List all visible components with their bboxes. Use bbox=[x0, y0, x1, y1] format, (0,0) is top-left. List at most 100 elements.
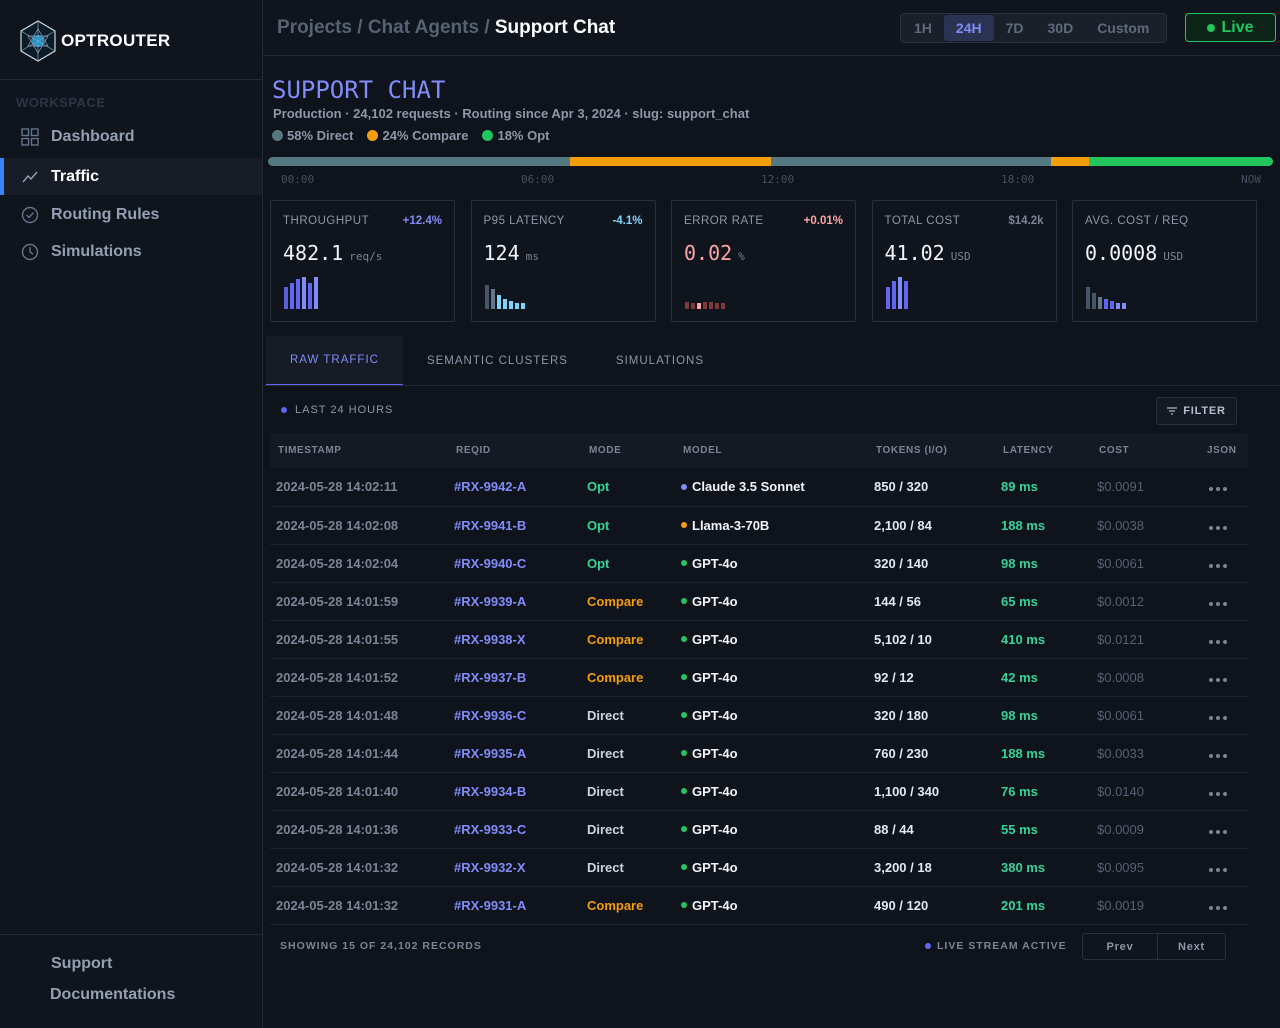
menu-dot bbox=[1209, 867, 1213, 872]
json-menu[interactable] bbox=[1209, 791, 1227, 796]
menu-dot bbox=[1223, 753, 1227, 758]
request-id[interactable]: #RX-9941-B bbox=[448, 506, 581, 545]
json-cell bbox=[1199, 582, 1248, 621]
crumb[interactable]: Projects bbox=[277, 17, 352, 38]
table-row: 2024-05-28 14:01:40 #RX-9934-B Direct GPT-4… bbox=[270, 772, 1248, 811]
model: GPT-4o bbox=[692, 669, 738, 685]
table-row: 2024-05-28 14:02:04 #RX-9940-C Opt GPT-4o 32… bbox=[270, 544, 1248, 583]
spark-bar bbox=[885, 287, 890, 309]
sparkline bbox=[685, 275, 725, 309]
footer-link[interactable]: Documentations bbox=[50, 986, 176, 1003]
nav-item[interactable]: Dashboard bbox=[0, 118, 262, 155]
range-option[interactable]: 7D bbox=[1005, 20, 1024, 36]
spark-bar bbox=[490, 289, 495, 309]
request-id[interactable]: #RX-9942-A bbox=[448, 468, 581, 507]
table-row: 2024-05-28 14:02:08 #RX-9941-B Opt Llama-3-… bbox=[270, 506, 1248, 545]
json-menu[interactable] bbox=[1209, 639, 1227, 644]
mode: Compare bbox=[581, 886, 675, 925]
live-button[interactable]: Live bbox=[1185, 13, 1276, 42]
request-id[interactable]: #RX-9939-A bbox=[448, 582, 581, 621]
nav-item[interactable]: Simulations bbox=[0, 233, 262, 270]
next-button[interactable]: Next bbox=[1157, 933, 1226, 960]
menu-dot bbox=[1216, 525, 1220, 530]
json-menu[interactable] bbox=[1209, 867, 1227, 872]
spark-bar bbox=[496, 295, 501, 309]
spark-bar bbox=[709, 302, 713, 309]
range-option[interactable]: Custom bbox=[1097, 20, 1150, 36]
spark-bar bbox=[1092, 293, 1096, 309]
json-menu[interactable] bbox=[1209, 487, 1227, 492]
request-id[interactable]: #RX-9937-B bbox=[448, 658, 581, 697]
json-menu[interactable] bbox=[1209, 525, 1227, 530]
prev-button[interactable]: Prev bbox=[1082, 933, 1158, 960]
crumb[interactable]: Chat Agents bbox=[367, 17, 480, 38]
request-id[interactable]: #RX-9931-A bbox=[448, 886, 581, 925]
json-cell bbox=[1199, 886, 1248, 925]
range-option[interactable]: 24H bbox=[943, 15, 994, 41]
caption-text: LAST 24 HOURS bbox=[295, 404, 394, 416]
timeline-segment bbox=[268, 157, 570, 166]
metric-label: TOTAL COST bbox=[884, 215, 961, 227]
cost: $0.0061 bbox=[1091, 696, 1199, 735]
json-menu[interactable] bbox=[1209, 715, 1227, 720]
json-menu[interactable] bbox=[1209, 753, 1227, 758]
header-row: TIMESTAMP REQID MODE MODEL TOKENS (I/O) LATEN… bbox=[270, 433, 1248, 468]
value-unit: USD bbox=[950, 250, 971, 263]
records-count: SHOWING 15 OF 24,102 RECORDS bbox=[280, 940, 482, 952]
range-selector: 1H 24H 7D 30D Custom bbox=[900, 13, 1167, 43]
request-id[interactable]: #RX-9936-C bbox=[448, 696, 581, 735]
request-id[interactable]: #RX-9932-X bbox=[448, 848, 581, 887]
model-dot bbox=[681, 788, 687, 795]
json-cell bbox=[1199, 506, 1248, 545]
cost: $0.0019 bbox=[1091, 886, 1199, 925]
json-cell bbox=[1199, 696, 1248, 735]
request-id[interactable]: #RX-9935-A bbox=[448, 734, 581, 773]
mode: Opt bbox=[581, 506, 675, 545]
tab[interactable]: RAW TRAFFIC bbox=[266, 336, 403, 386]
model: GPT-4o bbox=[692, 897, 738, 913]
metric-delta: +0.01% bbox=[803, 215, 843, 227]
tokens: 144 / 56 bbox=[868, 582, 995, 621]
json-menu[interactable] bbox=[1209, 563, 1227, 568]
json-menu[interactable] bbox=[1209, 677, 1227, 682]
mode: Opt bbox=[581, 468, 675, 507]
json-menu[interactable] bbox=[1209, 601, 1227, 606]
model-dot bbox=[681, 750, 687, 757]
request-id[interactable]: #RX-9934-B bbox=[448, 772, 581, 811]
timeline-ticks: 00:00 06:00 12:00 18:00 NOW bbox=[281, 173, 1261, 186]
metric-label: AVG. COST / REQ bbox=[1085, 215, 1189, 227]
spark-bar bbox=[897, 277, 902, 309]
spark-bar bbox=[290, 283, 294, 309]
header: Projects / Chat Agents / Support Chat 1H… bbox=[263, 0, 1280, 56]
nav-item[interactable]: Routing Rules bbox=[0, 196, 262, 233]
tokens: 1,100 / 340 bbox=[868, 772, 995, 811]
nav-label: Simulations bbox=[51, 242, 142, 260]
latency: 188 ms bbox=[995, 734, 1091, 773]
menu-dot bbox=[1216, 753, 1220, 758]
menu-dot bbox=[1209, 525, 1213, 530]
spark-bar bbox=[1116, 303, 1120, 309]
request-id[interactable]: #RX-9940-C bbox=[448, 544, 581, 583]
tabs: RAW TRAFFIC SEMANTIC CLUSTERS SIMULATIONS bbox=[266, 336, 728, 386]
value-unit: % bbox=[738, 250, 745, 263]
footer-link[interactable]: Support bbox=[51, 955, 113, 972]
json-menu[interactable] bbox=[1209, 905, 1227, 910]
request-id[interactable]: #RX-9933-C bbox=[448, 810, 581, 849]
filter-button[interactable]: FILTER bbox=[1156, 397, 1237, 425]
menu-dot bbox=[1216, 791, 1220, 796]
request-id[interactable]: #RX-9938-X bbox=[448, 620, 581, 659]
range-option[interactable]: 30D bbox=[1047, 20, 1074, 36]
range-option[interactable]: 1H bbox=[914, 20, 932, 36]
section-label: WORKSPACE bbox=[16, 95, 106, 110]
tab[interactable]: SEMANTIC CLUSTERS bbox=[426, 355, 568, 367]
model-cell: GPT-4o bbox=[675, 620, 868, 659]
model: GPT-4o bbox=[692, 783, 738, 799]
nav-item[interactable]: Traffic bbox=[0, 158, 262, 195]
model-dot bbox=[681, 712, 687, 719]
timestamp: 2024-05-28 14:02:08 bbox=[270, 506, 448, 545]
tab[interactable]: SIMULATIONS bbox=[615, 355, 705, 367]
tokens: 490 / 120 bbox=[868, 886, 995, 925]
json-menu[interactable] bbox=[1209, 829, 1227, 834]
nav-label: Traffic bbox=[51, 167, 100, 185]
metric-card: P95 LATENCY -4.1% 124 ms bbox=[470, 200, 656, 322]
